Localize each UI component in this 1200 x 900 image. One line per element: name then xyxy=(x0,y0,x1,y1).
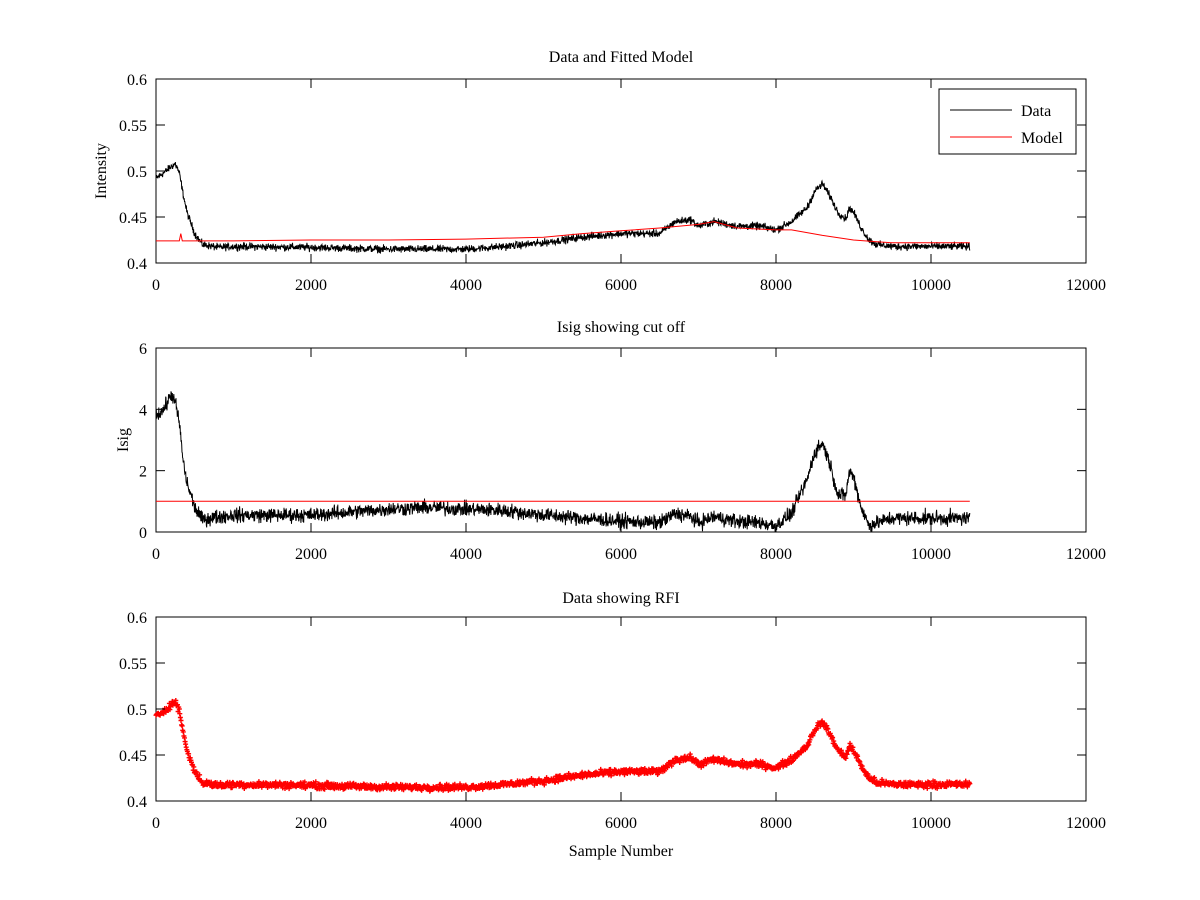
marker-point xyxy=(721,755,727,761)
marker-point xyxy=(924,785,930,791)
panel-2-title: Isig showing cut off xyxy=(557,319,686,336)
legend-label-model: Model xyxy=(1021,130,1063,147)
marker-point xyxy=(830,735,836,740)
marker-point xyxy=(256,779,262,785)
marker-point xyxy=(325,780,331,786)
x-tick-label: 12000 xyxy=(1066,546,1106,563)
series-markers-rfi xyxy=(153,698,973,794)
y-tick-label: 0.55 xyxy=(119,118,147,135)
marker-point xyxy=(541,782,547,788)
y-tick-label: 0.45 xyxy=(119,210,147,227)
marker-point xyxy=(191,764,197,770)
marker-point xyxy=(194,769,200,775)
y-tick-label: 2 xyxy=(139,464,147,481)
y-tick-label: 0.5 xyxy=(127,164,147,181)
panel-3-title: Data showing RFI xyxy=(562,590,679,607)
panel-3-series xyxy=(153,698,973,794)
panel-1-ylabel: Intensity xyxy=(93,143,110,199)
marker-point xyxy=(178,718,184,723)
marker-point xyxy=(843,755,849,761)
marker-point xyxy=(322,786,328,792)
panel-2-series xyxy=(155,391,971,532)
x-tick-label: 12000 xyxy=(1066,277,1106,294)
x-tick-label: 12000 xyxy=(1066,815,1106,832)
series-line-data xyxy=(155,161,971,254)
y-tick-label: 0.6 xyxy=(127,610,147,627)
panel-1-ticks: 0 2000 4000 6000 8000 10000 12000 0.4 0.45 0.5 0.5… xyxy=(119,72,1106,294)
series-line-isig xyxy=(155,391,971,532)
x-tick-label: 2000 xyxy=(295,277,327,294)
x-tick-label: 6000 xyxy=(605,277,637,294)
y-tick-label: 0.4 xyxy=(127,794,147,811)
legend-label-data: Data xyxy=(1021,103,1051,120)
marker-point xyxy=(850,744,856,750)
x-tick-label: 10000 xyxy=(911,815,951,832)
marker-point xyxy=(176,706,182,712)
marker-point xyxy=(967,781,973,787)
y-tick-label: 0.55 xyxy=(119,656,147,673)
y-tick-label: 0 xyxy=(139,525,147,542)
y-tick-label: 0.5 xyxy=(127,702,147,719)
marker-point xyxy=(871,775,877,781)
marker-point xyxy=(740,758,745,763)
x-tick-label: 2000 xyxy=(295,815,327,832)
x-tick-label: 10000 xyxy=(911,277,951,294)
x-tick-label: 2000 xyxy=(295,546,327,563)
y-tick-label: 0.45 xyxy=(119,748,147,765)
y-tick-label: 4 xyxy=(139,402,147,419)
panel-isig-showing-cut-off: 0 2000 4000 6000 8000 10000 12000 0 2 4 6 Isig sho… xyxy=(115,319,1106,563)
legend-box xyxy=(938,88,1077,155)
legend: Data Model xyxy=(938,88,1077,155)
marker-point xyxy=(776,766,781,772)
panel-data-and-fitted-model: 0 2000 4000 6000 8000 10000 12000 0.4 0.45 0.5 0.5… xyxy=(93,49,1106,294)
marker-point xyxy=(197,772,203,778)
x-tick-label: 8000 xyxy=(760,277,792,294)
panel-1-series xyxy=(155,161,971,254)
panel-2-plot-area xyxy=(155,347,1087,533)
marker-point xyxy=(302,779,308,785)
marker-point xyxy=(838,747,844,753)
x-tick-label: 4000 xyxy=(450,815,482,832)
x-tick-label: 8000 xyxy=(760,546,792,563)
panel-2-ticks: 0 2000 4000 6000 8000 10000 12000 0 2 4 6 xyxy=(139,341,1106,563)
marker-point xyxy=(865,771,871,777)
panel-1-title: Data and Fitted Model xyxy=(549,49,694,66)
marker-point xyxy=(173,698,179,703)
x-tick-label: 0 xyxy=(152,815,160,832)
x-tick-label: 4000 xyxy=(450,546,482,563)
x-tick-label: 6000 xyxy=(605,815,637,832)
marker-point xyxy=(179,723,185,729)
marker-point xyxy=(762,761,768,767)
marker-point xyxy=(313,779,319,785)
marker-point xyxy=(915,784,921,790)
panel-3-xlabel: Sample Number xyxy=(569,843,674,860)
x-tick-label: 0 xyxy=(152,277,160,294)
x-tick-label: 10000 xyxy=(911,546,951,563)
panel-3-ticks: 0 2000 4000 6000 8000 10000 12000 0.4 0.45 0.5 0.5… xyxy=(119,610,1106,832)
y-tick-label: 0.4 xyxy=(127,256,147,273)
y-tick-label: 6 xyxy=(139,341,147,358)
x-tick-label: 8000 xyxy=(760,815,792,832)
panel-2-ylabel: Isig xyxy=(115,428,132,452)
y-tick-label: 0.6 xyxy=(127,72,147,89)
panel-data-showing-rfi: 0 2000 4000 6000 8000 10000 12000 0.4 0.45 0.5 0.5… xyxy=(119,590,1106,860)
x-tick-label: 6000 xyxy=(605,546,637,563)
series-line-model xyxy=(156,221,970,244)
x-tick-label: 4000 xyxy=(450,277,482,294)
x-tick-label: 0 xyxy=(152,546,160,563)
